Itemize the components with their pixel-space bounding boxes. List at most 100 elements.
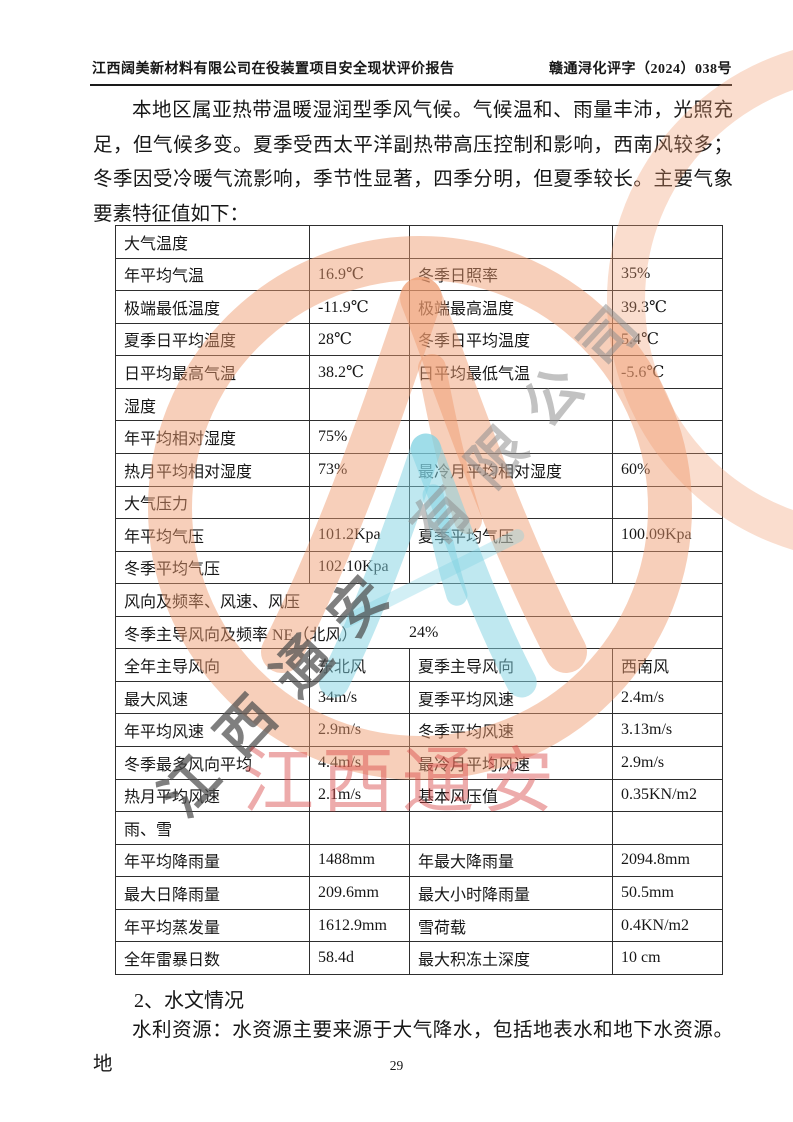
table-cell: 极端最低温度 [115, 290, 310, 324]
table-cell [409, 811, 613, 845]
table-row: 年平均相对湿度 75% [115, 420, 723, 454]
table-cell: 大气压力 [115, 485, 310, 520]
table-cell: 极端最高温度 [409, 290, 613, 324]
table-row: 最大风速 34m/s 夏季平均风速 2.4m/s [115, 680, 723, 715]
table-cell: 3.13m/s [612, 713, 723, 747]
table-cell [612, 550, 723, 585]
table-cell: 100.09Kpa [612, 518, 723, 552]
table-cell: 湿度 [115, 387, 310, 422]
table-cell: 年平均降雨量 [115, 843, 310, 878]
table-row: 雨、雪 [115, 811, 723, 845]
table-cell: 年平均相对湿度 [115, 420, 310, 454]
table-cell [409, 420, 613, 454]
table-cell: 2.1m/s [309, 778, 410, 813]
table-cell: 大气温度 [115, 225, 310, 259]
weather-table: 大气温度 年平均气温 16.9℃ 冬季日照率 35% 极端最低温度 -11.9℃ 极端最高温度… [115, 225, 723, 975]
table-cell: 34m/s [309, 680, 410, 715]
table-cell [612, 225, 723, 259]
table-cell [409, 225, 613, 259]
table-cell: 38.2℃ [309, 355, 410, 389]
table-cell: 1612.9mm [309, 908, 410, 943]
table-cell: 夏季日平均温度 [115, 322, 310, 357]
section-heading-hydrology: 2、水文情况 [134, 990, 244, 1012]
table-cell [309, 225, 410, 259]
table-cell [409, 387, 613, 422]
table-cell: 0.4KN/m2 [612, 908, 723, 943]
header-doc-number: 赣通浔化评字（2024）038号 [549, 62, 732, 77]
hydrology-paragraph: 水利资源：水资源主要来源于大气降水，包括地表水和地下水资源。地 [93, 1020, 733, 1075]
table-cell: 年平均气温 [115, 257, 310, 292]
table-cell: 最大积冻土深度 [409, 941, 613, 975]
table-cell: 10 cm [612, 941, 723, 975]
table-row: 热月平均相对湿度 73% 最冷月平均相对湿度 60% [115, 452, 723, 487]
table-cell: 热月平均风速 [115, 778, 310, 813]
table-cell: 年平均风速 [115, 713, 310, 747]
table-cell: 0.35KN/m2 [612, 778, 723, 813]
table-row: 大气压力 [115, 485, 723, 520]
table-cell: 冬季日平均温度 [409, 322, 613, 357]
table-cell: -5.6℃ [612, 355, 723, 389]
table-cell: 58.4d [309, 941, 410, 975]
table-cell: 2.9m/s [309, 713, 410, 747]
table-row: 日平均最高气温 38.2℃ 日平均最低气温 -5.6℃ [115, 355, 723, 389]
table-cell [612, 485, 723, 520]
table-cell: 209.6mm [309, 876, 410, 910]
table-cell: 全年主导风向 [115, 648, 310, 682]
table-cell: 热月平均相对湿度 [115, 452, 310, 487]
table-cell: 60% [612, 452, 723, 487]
table-cell: 35% [612, 257, 723, 292]
table-row: 最大日降雨量 209.6mm 最大小时降雨量 50.5mm [115, 876, 723, 910]
page-number: 29 [389, 1058, 404, 1073]
table-cell: 日平均最高气温 [115, 355, 310, 389]
table-row: 冬季平均气压 102.10Kpa [115, 550, 723, 585]
table-row: 年平均风速 2.9m/s 冬季平均风速 3.13m/s [115, 713, 723, 747]
table-cell: 4.4m/s [309, 746, 410, 780]
table-cell: 101.2Kpa [309, 518, 410, 552]
table-cell: 日平均最低气温 [409, 355, 613, 389]
table-cell: 冬季日照率 [409, 257, 613, 292]
table-cell: 全年雷暴日数 [115, 941, 310, 975]
table-row: 年平均气温 16.9℃ 冬季日照率 35% [115, 257, 723, 292]
table-cell: 28℃ [309, 322, 410, 357]
table-row: 极端最低温度 -11.9℃ 极端最高温度 39.3℃ [115, 290, 723, 324]
table-row: 湿度 [115, 387, 723, 422]
table-row: 年平均蒸发量 1612.9mm 雪荷载 0.4KN/m2 [115, 908, 723, 943]
table-cell: 102.10Kpa [309, 550, 410, 585]
table-cell: 年平均气压 [115, 518, 310, 552]
header-title: 江西阔美新材料有限公司在役装置项目安全现状评价报告 [92, 62, 455, 77]
table-cell [309, 387, 410, 422]
table-cell: 东北风 [309, 648, 410, 682]
table-cell [612, 387, 723, 422]
table-cell: 冬季平均风速 [409, 713, 613, 747]
table-cell: 50.5mm [612, 876, 723, 910]
table-cell: 最大日降雨量 [115, 876, 310, 910]
table-cell: 夏季主导风向 [409, 648, 613, 682]
table-span-cell: 风向及频率、风速、风压 [115, 583, 723, 617]
table-cell: 2.4m/s [612, 680, 723, 715]
span-row-label: 风向及频率、风速、风压 [124, 593, 301, 611]
table-row: 冬季最多风向平均 4.4m/s 最冷月平均风速 2.9m/s [115, 746, 723, 780]
table-cell [612, 420, 723, 454]
table-cell: 雨、雪 [115, 811, 310, 845]
table-cell: 最大小时降雨量 [409, 876, 613, 910]
table-row: 全年雷暴日数 58.4d 最大积冻土深度 10 cm [115, 941, 723, 975]
climate-paragraph: 本地区属亚热带温暖湿润型季风气候。气候温和、雨量丰沛，光照充足，但气候多变。夏季… [93, 100, 733, 225]
table-row: 年平均降雨量 1488mm 年最大降雨量 2094.8mm [115, 843, 723, 878]
table-cell: 冬季平均气压 [115, 550, 310, 585]
table-cell: 39.3℃ [612, 290, 723, 324]
table-cell: 雪荷载 [409, 908, 613, 943]
table-cell: 16.9℃ [309, 257, 410, 292]
table-cell [309, 811, 410, 845]
table-cell: 最冷月平均风速 [409, 746, 613, 780]
table-cell [612, 811, 723, 845]
table-cell: 最大风速 [115, 680, 310, 715]
span-row-label: 冬季主导风向及频率 NE（北风） [124, 626, 358, 644]
table-cell: 夏季平均气压 [409, 518, 613, 552]
table-cell [309, 485, 410, 520]
table-cell: 75% [309, 420, 410, 454]
table-cell: 5.4℃ [612, 322, 723, 357]
table-cell: 年最大降雨量 [409, 843, 613, 878]
table-cell [409, 485, 613, 520]
table-cell: 基本风压值 [409, 778, 613, 813]
